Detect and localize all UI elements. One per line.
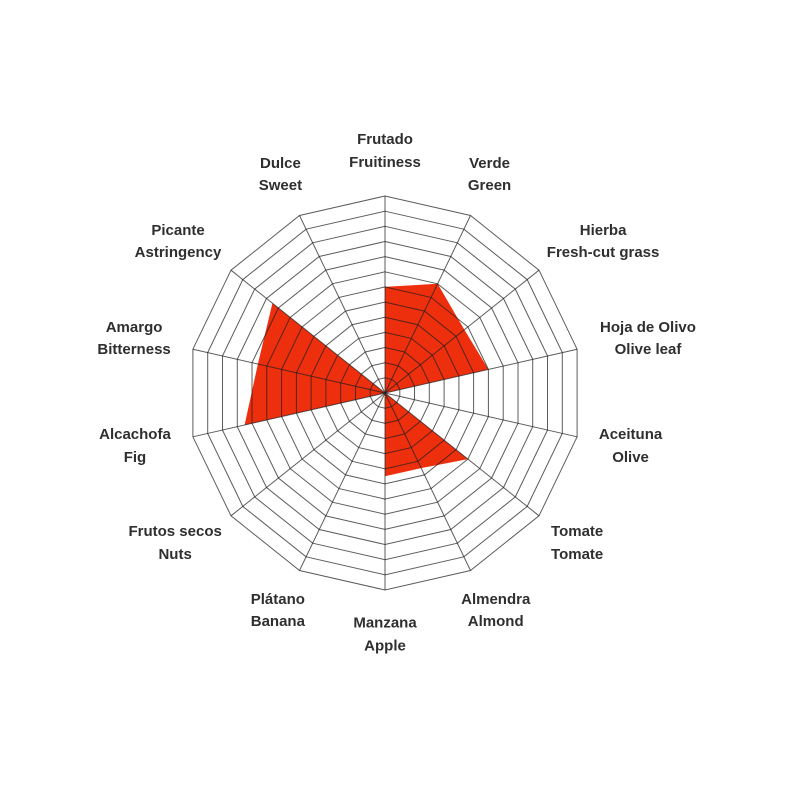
- axis-spoke-picante: [230, 269, 386, 394]
- radar-grid-layer: [192, 195, 578, 591]
- axis-label-hierba: Hierba Fresh-cut grass: [547, 220, 660, 265]
- axis-label-en: Nuts: [158, 545, 192, 563]
- axis-label-en: Tomate: [551, 545, 604, 563]
- axis-label-en: Sweet: [258, 177, 303, 195]
- axis-label-frutado: Frutado Fruitiness: [349, 129, 421, 174]
- axis-label-hoja-de-olivo: Hoja de Olivo Olive leaf: [600, 317, 696, 362]
- axis-label-frutos-secos: Frutos secos Nuts: [128, 521, 221, 566]
- axis-spoke-frutos-secos: [230, 392, 386, 517]
- axis-label-alcachofa: Alcachofa Fig: [99, 424, 171, 469]
- axis-label-tomate: Tomate Tomate: [551, 521, 603, 566]
- axis-label-en: Fresh-cut grass: [546, 244, 660, 262]
- axis-label-es: Hierba: [579, 221, 627, 239]
- axis-spoke-hoja-de-olivo: [384, 348, 578, 394]
- axis-spoke-aceituna: [384, 392, 578, 438]
- axis-label-manzana: Manzana Apple: [353, 612, 416, 657]
- axis-label-en: Green: [467, 177, 512, 195]
- axis-label-picante: Picante Astringency: [135, 220, 222, 265]
- axis-label-platano: Plátano Banana: [251, 588, 305, 633]
- axis-label-es: Alcachofa: [99, 426, 171, 444]
- axis-label-en: Banana: [250, 612, 305, 630]
- axis-label-verde: Verde Green: [468, 153, 511, 198]
- axis-spoke-almendra: [384, 392, 471, 571]
- axis-label-en: Fruitiness: [349, 153, 421, 171]
- axis-label-en: Almond: [467, 612, 524, 630]
- axis-spoke-hierba: [384, 269, 540, 394]
- axis-label-amargo: Amargo Bitterness: [97, 317, 170, 362]
- axis-spoke-tomate: [384, 392, 540, 517]
- axis-label-es: Manzana: [353, 614, 417, 632]
- axis-spoke-dulce: [299, 215, 386, 394]
- axis-label-en: Olive: [612, 448, 649, 466]
- axis-label-es: Hoja de Olivo: [600, 318, 696, 336]
- axis-label-es: Frutos secos: [128, 523, 222, 541]
- axis-label-es: Tomate: [551, 523, 604, 541]
- axis-label-aceituna: Aceituna Olive: [599, 424, 662, 469]
- axis-label-dulce: Dulce Sweet: [259, 153, 302, 198]
- axis-label-en: Astringency: [134, 244, 222, 262]
- axis-label-es: Almendra: [461, 590, 531, 608]
- axis-spoke-amargo: [192, 348, 386, 394]
- axis-spoke-verde: [384, 215, 471, 394]
- axis-label-en: Bitterness: [97, 341, 171, 359]
- axis-spoke-alcachofa: [192, 392, 386, 438]
- axis-label-es: Amargo: [105, 318, 163, 336]
- axis-label-en: Olive leaf: [614, 341, 682, 359]
- axis-label-es: Plátano: [250, 590, 305, 608]
- axis-spoke-platano: [299, 392, 386, 571]
- axis-label-almendra: Almendra Almond: [461, 588, 530, 633]
- axis-label-es: Dulce: [260, 154, 301, 172]
- axis-label-es: Aceituna: [598, 426, 663, 444]
- axis-label-en: Apple: [364, 636, 406, 654]
- axis-label-en: Fig: [123, 448, 147, 466]
- axis-label-es: Picante: [151, 221, 205, 239]
- axis-label-es: Verde: [469, 154, 510, 172]
- axis-label-es: Frutado: [357, 130, 413, 148]
